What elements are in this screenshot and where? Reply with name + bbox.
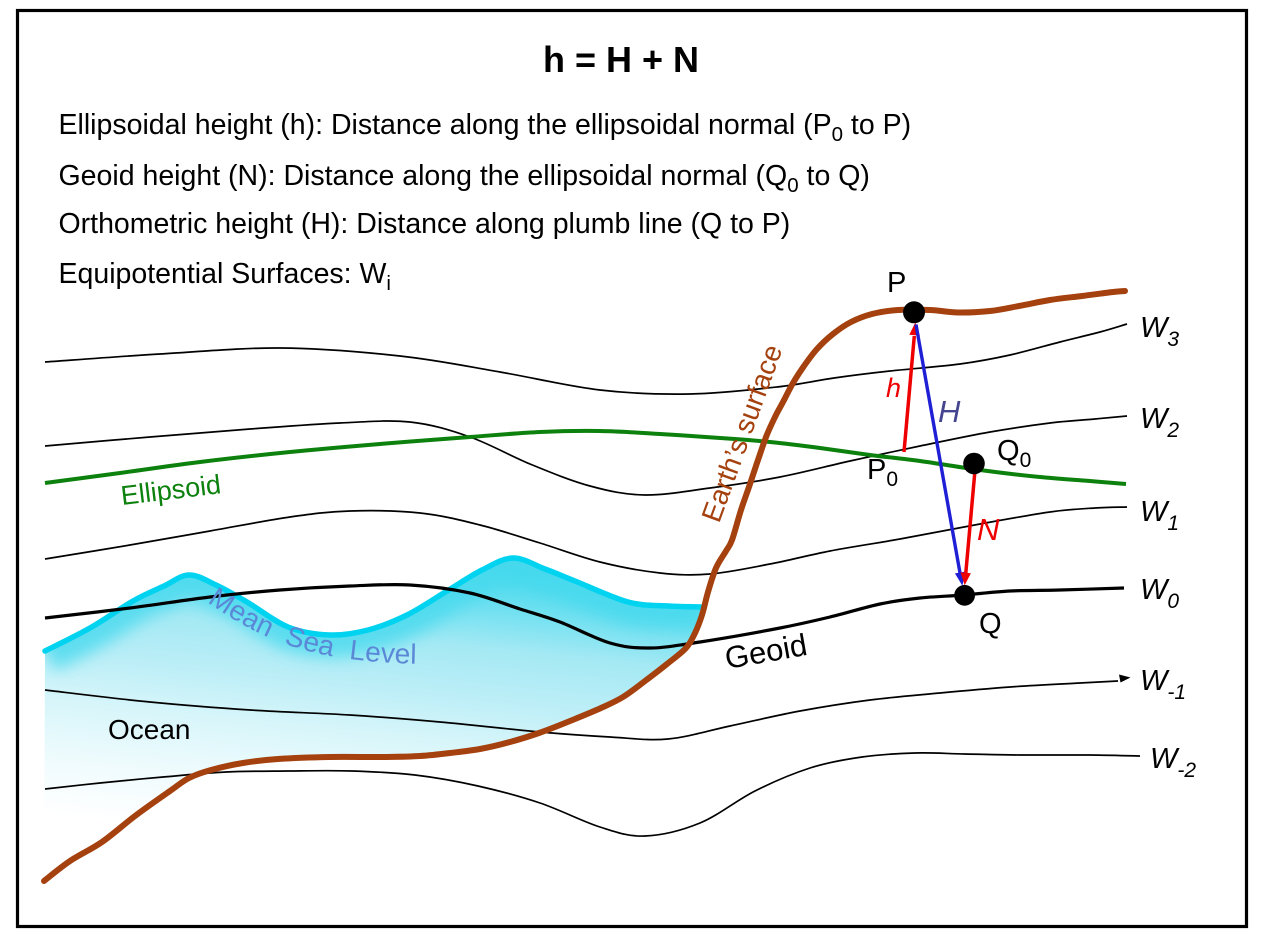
svg-text:P: P: [887, 267, 906, 299]
svg-text:W-1: W-1: [1140, 665, 1186, 704]
svg-text:W3: W3: [1140, 312, 1179, 351]
svg-text:Equipotential Surfaces: Wi: Equipotential Surfaces: Wi: [59, 258, 391, 295]
svg-text:Orthometric height (H): Distan: Orthometric height (H): Distance along p…: [59, 208, 791, 240]
svg-text:Ellipsoidal height (h): Distan: Ellipsoidal height (h): Distance along t…: [59, 109, 912, 146]
svg-text:Ellipsoid: Ellipsoid: [119, 469, 222, 511]
svg-text:Q0: Q0: [997, 435, 1031, 472]
svg-text:W-2: W-2: [1150, 743, 1196, 782]
svg-text:h: h: [886, 373, 901, 403]
svg-text:W1: W1: [1140, 496, 1179, 535]
svg-text:Q: Q: [979, 608, 1002, 640]
svg-text:Geoid: Geoid: [722, 627, 810, 676]
svg-text:Geoid height (N): Distance alo: Geoid height (N): Distance along the ell…: [59, 160, 870, 197]
svg-text:W0: W0: [1140, 574, 1179, 613]
svg-text:Ocean: Ocean: [108, 714, 191, 745]
svg-text:h = H + N: h = H + N: [543, 39, 699, 80]
svg-text:N: N: [977, 512, 1000, 547]
svg-text:W2: W2: [1140, 403, 1179, 442]
svg-text:H: H: [938, 394, 961, 429]
